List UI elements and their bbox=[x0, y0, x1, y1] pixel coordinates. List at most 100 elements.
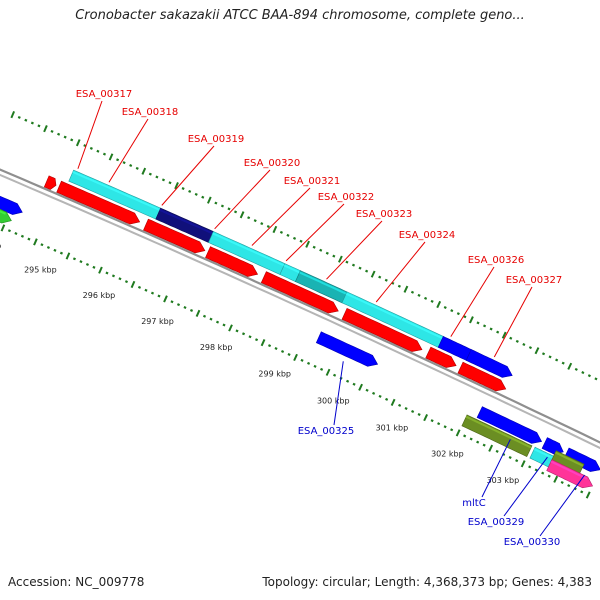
gene-feature-highlight bbox=[465, 415, 532, 449]
gene-label: ESA_00320 bbox=[244, 158, 301, 169]
gene-feature-blue bbox=[541, 437, 564, 455]
gene-label: mltC bbox=[462, 498, 485, 509]
outer-ring-minor-tick bbox=[279, 230, 283, 234]
outer-ring-minor-tick bbox=[351, 263, 356, 267]
inner-ring-minor-tick bbox=[124, 280, 129, 284]
outer-ring-minor-tick bbox=[247, 216, 251, 220]
outer-ring-major-tick bbox=[338, 255, 343, 263]
gene-feature-highlight bbox=[72, 171, 161, 211]
gene-feature-red bbox=[341, 308, 423, 352]
outer-ring-minor-tick bbox=[155, 175, 159, 179]
gene-feature-highlight bbox=[209, 247, 253, 269]
label-leader-line bbox=[251, 187, 311, 246]
inner-ring-minor-tick bbox=[580, 490, 584, 494]
inner-ring-minor-tick bbox=[313, 364, 317, 368]
inner-ring-minor-tick bbox=[502, 452, 506, 456]
gene-feature-highlight bbox=[567, 448, 596, 464]
inner-ring-minor-tick bbox=[482, 443, 486, 447]
inner-ring-minor-tick bbox=[267, 344, 272, 348]
outer-ring-minor-tick bbox=[424, 296, 428, 300]
inner-ring-minor-tick bbox=[385, 397, 389, 401]
label-leader-line bbox=[493, 286, 533, 358]
outer-ring-minor-tick bbox=[345, 260, 349, 264]
outer-ring-minor-tick bbox=[161, 178, 165, 182]
outer-ring-minor-tick bbox=[227, 207, 231, 211]
label-leader-line bbox=[375, 241, 426, 303]
gene-label: ESA_00318 bbox=[122, 107, 179, 118]
outer-ring-minor-tick bbox=[168, 181, 172, 185]
inner-ring-minor-tick bbox=[378, 394, 382, 398]
inner-ring-minor-tick bbox=[105, 271, 109, 275]
inner-ring-minor-tick bbox=[404, 406, 408, 410]
outer-ring-minor-tick bbox=[391, 281, 395, 285]
gene-feature-highlight bbox=[345, 309, 417, 344]
outer-ring-minor-tick bbox=[122, 161, 126, 165]
inner-ring-major-tick bbox=[488, 444, 494, 452]
inner-ring-minor-tick bbox=[274, 347, 278, 351]
outer-ring-minor-tick bbox=[63, 135, 67, 139]
outer-ring-minor-tick bbox=[319, 248, 323, 252]
inner-ring-major-tick bbox=[0, 224, 6, 232]
inner-ring-minor-tick bbox=[202, 314, 207, 318]
inner-ring-minor-tick bbox=[346, 379, 350, 383]
inner-ring-minor-tick bbox=[72, 257, 76, 261]
inner-ring-minor-tick bbox=[118, 277, 122, 281]
label-leader-line bbox=[333, 361, 344, 426]
inner-ring-minor-tick bbox=[417, 413, 421, 417]
outer-ring-minor-tick bbox=[450, 309, 454, 313]
label-leader-line bbox=[108, 118, 149, 183]
outer-ring-minor-tick bbox=[96, 149, 100, 153]
outer-ring-minor-tick bbox=[181, 187, 185, 191]
inner-ring-minor-tick bbox=[450, 428, 454, 432]
inner-ring-minor-tick bbox=[508, 456, 512, 460]
inner-ring-minor-tick bbox=[333, 373, 337, 377]
inner-ring-minor-tick bbox=[144, 288, 148, 292]
outer-ring-minor-tick bbox=[325, 251, 329, 255]
inner-ring-minor-tick bbox=[372, 391, 376, 395]
gene-label: ESA_00321 bbox=[284, 176, 341, 187]
gene-feature-highlight bbox=[533, 448, 554, 459]
inner-ring-minor-tick bbox=[27, 237, 31, 241]
genome-backbone-shadow bbox=[0, 173, 600, 450]
gene-feature-highlight bbox=[0, 210, 6, 215]
gene-feature-highlight bbox=[0, 197, 17, 207]
outer-ring-minor-tick bbox=[541, 352, 546, 356]
outer-ring-minor-tick bbox=[24, 118, 28, 122]
scale-tick-label: 297 kbp bbox=[141, 317, 174, 326]
label-leader-line bbox=[503, 456, 548, 517]
inner-ring-major-tick bbox=[390, 398, 396, 406]
outer-ring-minor-tick bbox=[574, 367, 578, 371]
inner-ring-minor-tick bbox=[248, 335, 252, 339]
outer-ring-minor-tick bbox=[496, 330, 500, 334]
gene-label: ESA_00322 bbox=[318, 192, 375, 203]
outer-ring-major-tick bbox=[567, 362, 573, 370]
inner-ring-minor-tick bbox=[365, 388, 369, 392]
inner-ring-minor-tick bbox=[209, 317, 213, 321]
outer-ring-minor-tick bbox=[188, 189, 192, 193]
outer-ring-minor-tick bbox=[194, 192, 198, 196]
inner-ring-minor-tick bbox=[79, 260, 83, 264]
outer-ring-minor-tick bbox=[581, 371, 585, 375]
inner-ring-minor-tick bbox=[176, 303, 181, 307]
outer-ring-minor-tick bbox=[135, 166, 139, 170]
gene-feature-blue bbox=[476, 406, 543, 444]
inner-ring-minor-tick bbox=[14, 231, 18, 235]
gene-label: ESA_00326 bbox=[468, 255, 525, 266]
inner-ring-major-tick bbox=[520, 460, 526, 468]
outer-ring-minor-tick bbox=[476, 321, 480, 325]
label-leader-line bbox=[539, 474, 585, 537]
outer-ring-minor-tick bbox=[148, 172, 152, 176]
outer-ring-major-tick bbox=[370, 270, 376, 278]
inner-ring-major-tick bbox=[423, 413, 429, 422]
inner-ring-minor-tick bbox=[215, 320, 220, 324]
gene-feature-red bbox=[205, 246, 259, 277]
gene-feature-red bbox=[56, 180, 141, 225]
outer-ring-minor-tick bbox=[220, 204, 224, 208]
inner-ring-minor-tick bbox=[430, 419, 434, 423]
outer-ring-minor-tick bbox=[489, 327, 493, 331]
gene-feature-highlight bbox=[550, 460, 588, 480]
outer-ring-minor-tick bbox=[410, 290, 415, 294]
gene-feature-highlight bbox=[345, 292, 443, 340]
outer-ring-minor-tick bbox=[37, 124, 41, 128]
